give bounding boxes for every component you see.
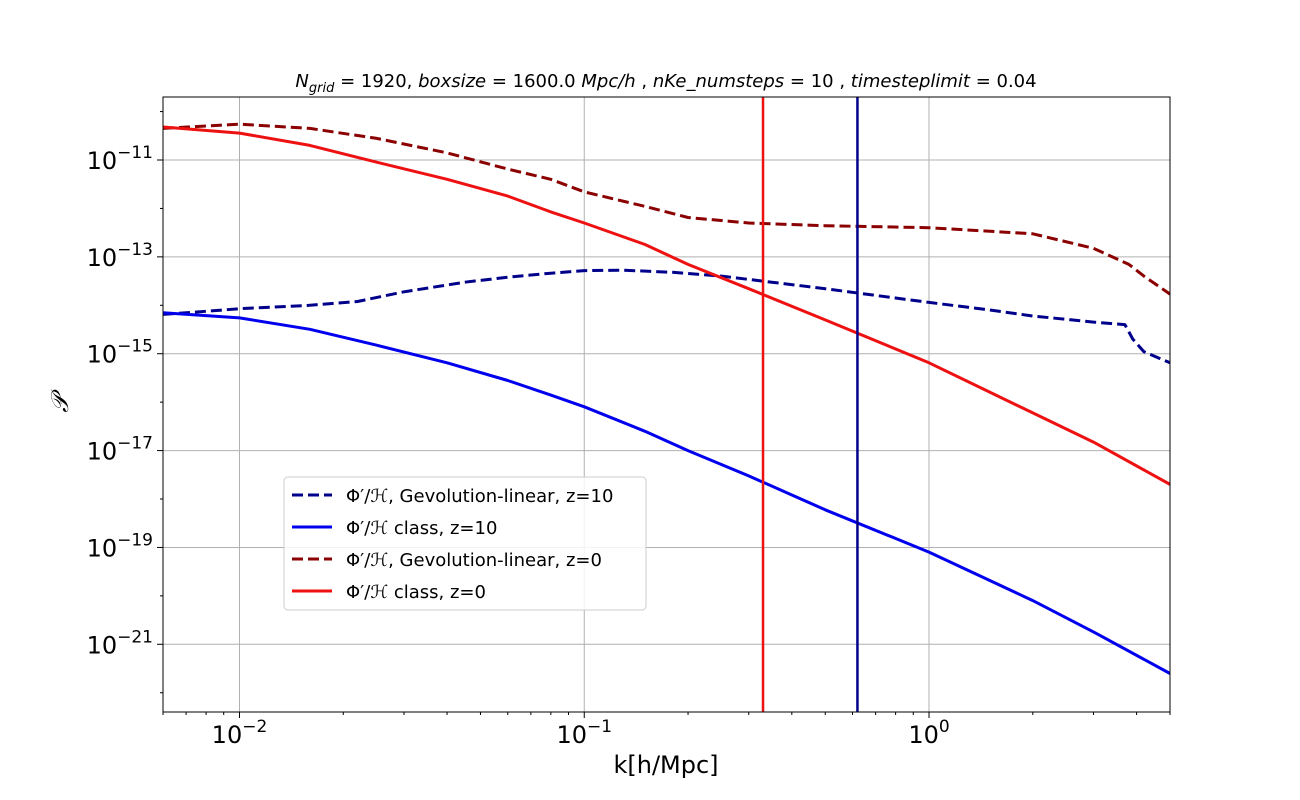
title-part: Mpc/h — [581, 71, 635, 92]
title-part: N — [295, 71, 308, 92]
x-ticks: 10−2 10−1 100 — [162, 712, 1171, 749]
series-line-4 — [163, 125, 1170, 486]
y-tick-label: 10−15 — [87, 337, 153, 369]
y-tick-label: 10−21 — [87, 627, 153, 659]
title-part: timesteplimit — [851, 71, 971, 92]
title-part: = 1600.0 — [486, 71, 581, 92]
legend-label: Φ′/ℋ, Gevolution-linear, z=0 — [346, 550, 602, 571]
legend-label: Φ′/ℋ, Gevolution-linear, z=10 — [346, 486, 613, 507]
y-ticks: 10−11 10−13 10−15 10−17 10−19 10−21 — [87, 111, 163, 694]
series-layer — [163, 122, 1170, 675]
title-part: nKe_numsteps — [653, 71, 784, 92]
title-part: = 0.04 — [970, 71, 1037, 92]
y-axis-label: 𝒫 — [46, 389, 74, 413]
title-part: boxsize — [418, 71, 486, 92]
grid — [163, 97, 1170, 712]
x-axis-label: k[h/Mpc] — [613, 751, 718, 779]
legend: Φ′/ℋ, Gevolution-linear, z=10 Φ′/ℋ class,… — [283, 476, 647, 611]
plot-frame — [162, 96, 1171, 713]
title-part: = 10 , — [784, 71, 851, 92]
x-tick-label: 10−1 — [556, 717, 612, 749]
y-tick-label: 10−13 — [87, 240, 153, 272]
title-part: = 1920, — [334, 71, 418, 92]
series-line-3 — [163, 122, 1170, 296]
legend-label: Φ′/ℋ class, z=10 — [346, 518, 497, 539]
vertical-markers — [761, 97, 859, 712]
chart-title: Ngrid = 1920, boxsize = 1600.0 Mpc/h , n… — [295, 71, 1036, 96]
legend-box — [283, 476, 647, 611]
x-tick-label: 10−2 — [212, 717, 268, 749]
legend-label: Φ′/ℋ class, z=0 — [346, 582, 486, 603]
x-tick-label: 100 — [908, 717, 949, 749]
y-tick-label: 10−17 — [87, 434, 153, 466]
title-part: grid — [309, 81, 335, 96]
series-line-1 — [163, 268, 1170, 365]
title-part: , — [636, 71, 653, 92]
y-tick-label: 10−19 — [87, 530, 153, 562]
y-tick-label: 10−11 — [87, 143, 153, 175]
series-line-2 — [163, 311, 1170, 675]
